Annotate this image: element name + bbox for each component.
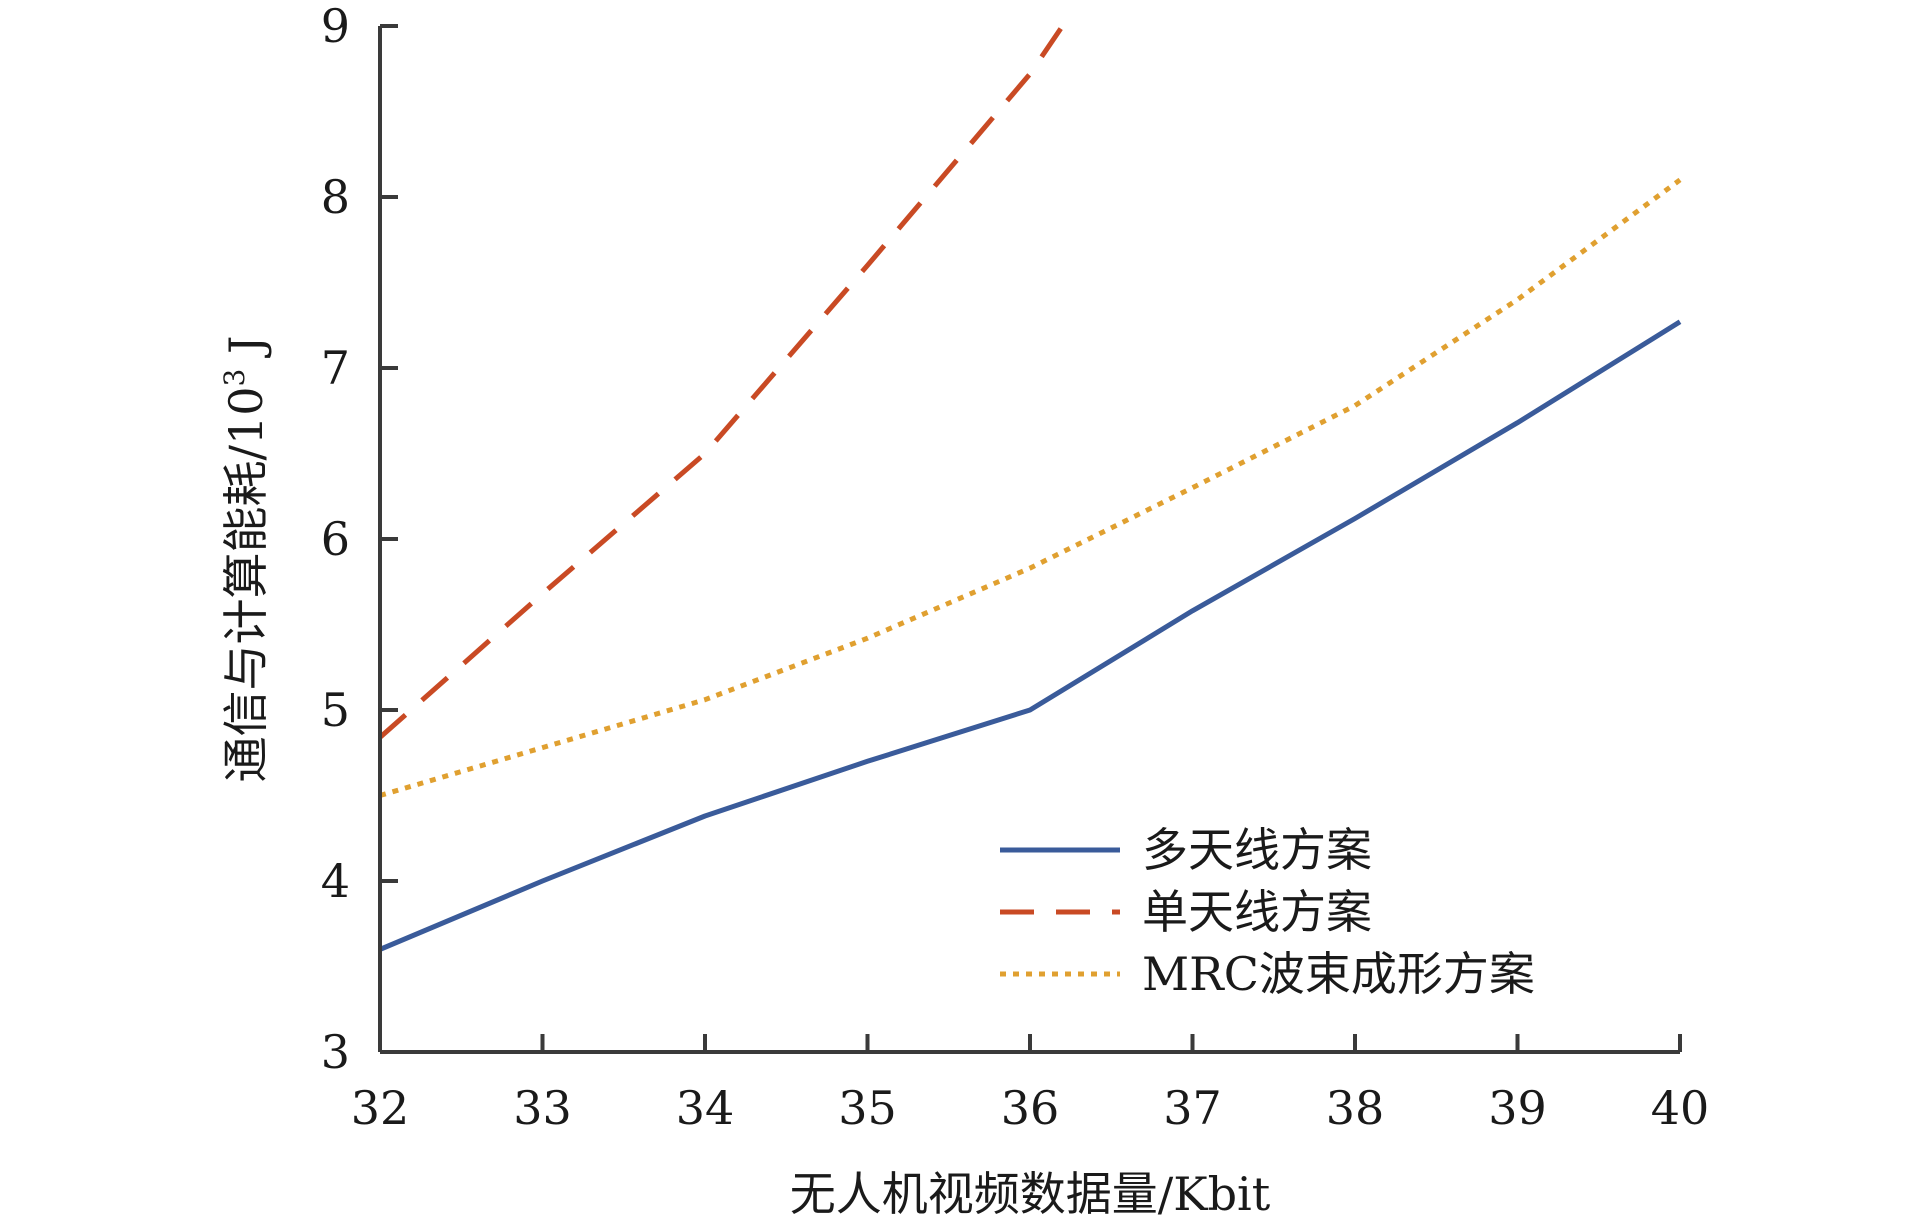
- series-line: [378, 24, 1065, 740]
- series-layer: [378, 24, 1682, 952]
- x-tick-label: 40: [1651, 1081, 1710, 1135]
- y-axis-title-superscript: 3: [218, 369, 251, 387]
- x-tick-label: 39: [1488, 1081, 1547, 1135]
- x-tick-label: 33: [513, 1081, 572, 1135]
- series-line: [379, 319, 1682, 952]
- x-tick-label: 34: [676, 1081, 735, 1135]
- y-tick-label: 4: [321, 854, 350, 908]
- legend-label: 单天线方案: [1142, 885, 1372, 939]
- y-axis-title-main: 通信与计算能耗/10: [219, 386, 273, 782]
- x-tick-label: 37: [1163, 1081, 1222, 1135]
- legend-label: 多天线方案: [1142, 823, 1372, 877]
- y-axis-title: 通信与计算能耗/103 J: [218, 336, 273, 783]
- series-line: [379, 177, 1682, 798]
- axes: [378, 26, 1680, 1054]
- y-tick-label: 6: [321, 512, 350, 566]
- x-axis-title: 无人机视频数据量/Kbit: [790, 1167, 1271, 1221]
- y-tick-label: 5: [321, 683, 350, 737]
- y-tick-label: 8: [321, 170, 350, 224]
- x-tick-label: 32: [351, 1081, 410, 1135]
- x-tick-label: 36: [1001, 1081, 1060, 1135]
- y-tick-label: 7: [321, 341, 350, 395]
- x-tick-label: 38: [1326, 1081, 1385, 1135]
- y-axis-title-unit: J: [219, 336, 273, 369]
- y-tick-label: 9: [321, 0, 350, 53]
- x-tick-label: 35: [838, 1081, 897, 1135]
- y-tick-label: 3: [321, 1025, 350, 1079]
- legend-label: MRC波束成形方案: [1142, 947, 1535, 1001]
